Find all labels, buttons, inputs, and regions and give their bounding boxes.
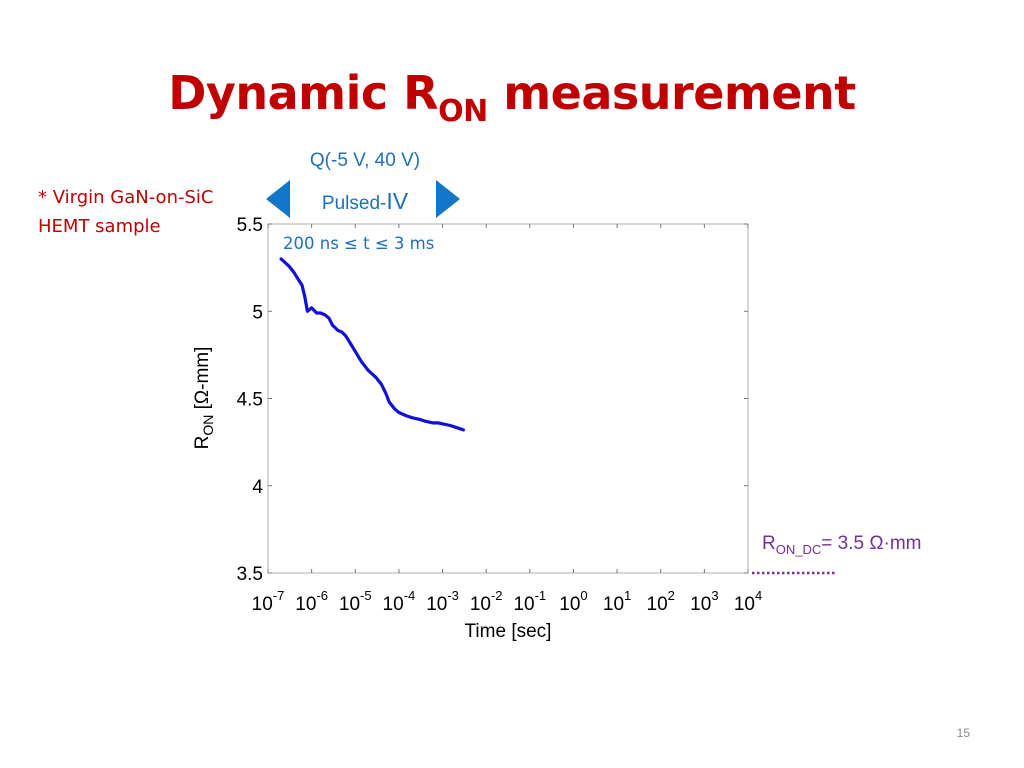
axis-ticks <box>267 223 749 574</box>
x-tick-labels: 10-7 10-6 10-5 10-4 10-3 10-2 10-1 100 101 102 103… <box>252 588 763 615</box>
y-tick-label: 4.5 <box>237 390 263 411</box>
arrow-left-icon <box>266 180 290 218</box>
slide-title: Dynamic RON measurement <box>0 66 1024 129</box>
x-tick-label: 10-6 <box>295 588 328 615</box>
ron-dc-label: RON_DC= 3.5 Ω·mm <box>762 533 922 557</box>
pulsed-suffix: IV <box>386 188 409 214</box>
x-tick-label: 103 <box>690 588 718 615</box>
x-tick-label: 10-4 <box>383 588 416 615</box>
bias-condition-label: Q(-5 V, 40 V) <box>309 150 421 171</box>
y-axis-label: RON [Ω-mm] <box>192 347 216 450</box>
y-tick-labels: 3.5 4 4.5 5 5.5 <box>237 215 264 585</box>
x-tick-label: 101 <box>603 588 631 615</box>
x-tick-label: 10-2 <box>470 588 503 615</box>
x-tick-label: 10-3 <box>426 588 459 615</box>
x-tick-base: 10 <box>734 594 755 615</box>
y-axis-label-sub: ON <box>200 415 216 436</box>
x-tick-exponent: 1 <box>624 588 631 603</box>
arrow-right-icon <box>436 180 460 218</box>
y-axis-label-main: R <box>192 436 213 450</box>
series-line <box>279 257 465 432</box>
x-tick-base: 10 <box>252 594 273 615</box>
x-axis-label: Time [sec] <box>465 621 552 642</box>
x-tick-base: 10 <box>559 594 580 615</box>
pulsed-prefix: Pulsed- <box>321 193 387 214</box>
ron-dc-main: R <box>762 533 776 554</box>
x-tick-base: 10 <box>603 594 624 615</box>
title-rest: measurement <box>487 66 856 120</box>
x-tick-label: 10-7 <box>252 588 285 615</box>
pulse-range-label: 200 ns ≤ t ≤ 3 ms <box>283 234 435 253</box>
x-tick-exponent: 3 <box>711 588 718 603</box>
x-tick-base: 10 <box>513 594 534 615</box>
x-tick-exponent: -1 <box>535 588 547 603</box>
y-tick-label: 3.5 <box>237 564 263 585</box>
x-tick-label: 10-1 <box>513 588 546 615</box>
x-tick-base: 10 <box>647 594 668 615</box>
x-tick-exponent: -5 <box>360 588 372 603</box>
y-axis-label-unit: [Ω-mm] <box>192 347 213 415</box>
x-tick-label: 102 <box>647 588 675 615</box>
x-tick-label: 10-5 <box>339 588 372 615</box>
x-tick-label: 104 <box>734 588 762 615</box>
plot-frame <box>267 223 749 574</box>
x-tick-exponent: -4 <box>404 588 416 603</box>
title-main: Dynamic R <box>168 66 439 120</box>
y-tick-label: 5.5 <box>237 215 263 236</box>
x-tick-base: 10 <box>426 594 447 615</box>
x-tick-base: 10 <box>295 594 316 615</box>
x-tick-exponent: -2 <box>491 588 503 603</box>
x-tick-exponent: -7 <box>273 588 285 603</box>
sample-note: * Virgin GaN-on-SiC HEMT sample <box>38 187 214 237</box>
x-tick-base: 10 <box>690 594 711 615</box>
title-subscript: ON <box>438 94 488 129</box>
x-tick-base: 10 <box>339 594 360 615</box>
x-tick-exponent: 0 <box>580 588 587 603</box>
x-tick-exponent: 2 <box>668 588 675 603</box>
ron-dc-sub: ON_DC <box>775 542 822 557</box>
slide-number: 15 <box>956 726 970 740</box>
ron-dc-value: = 3.5 Ω·mm <box>821 533 922 554</box>
pulsed-iv-label: Pulsed-IV <box>300 188 430 215</box>
x-tick-exponent: -6 <box>316 588 328 603</box>
y-tick-label: 5 <box>252 302 263 323</box>
x-tick-exponent: -3 <box>447 588 459 603</box>
y-tick-label: 4 <box>252 477 263 498</box>
x-tick-base: 10 <box>383 594 404 615</box>
x-tick-exponent: 4 <box>755 588 762 603</box>
x-tick-base: 10 <box>470 594 491 615</box>
x-tick-label: 100 <box>559 588 587 615</box>
